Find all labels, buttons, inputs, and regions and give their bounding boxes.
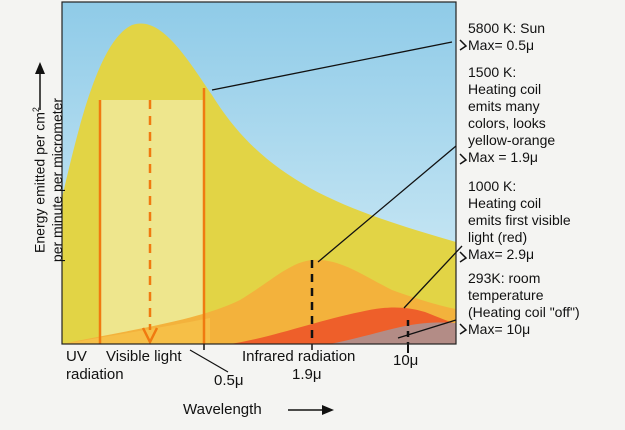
- infrared-radiation-label: Infrared radiation: [242, 348, 356, 365]
- plot-frame: [61, 1, 457, 345]
- tick-label-19: 1.9μ: [292, 366, 322, 383]
- annotation-293k: 293K: room temperature (Heating coil "of…: [468, 270, 623, 338]
- bracket-1500k: [459, 153, 468, 165]
- x-axis-arrowhead: [322, 405, 334, 415]
- annotation-1500k: 1500 K: Heating coil emits many colors, …: [468, 64, 618, 166]
- curve-293k: [330, 322, 456, 344]
- bracket-sun: [459, 39, 468, 51]
- annotation-1000k-max: Max= 2.9μ: [468, 246, 535, 262]
- curve-1500k-visible-overlap: [62, 318, 210, 344]
- y-axis-arrowhead: [35, 62, 45, 74]
- leader-05: [189, 349, 229, 373]
- annotation-5800k: 5800 K: Sun Max= 0.5μ: [468, 20, 618, 54]
- leader-sun: [211, 41, 453, 91]
- x-axis-label: Wavelength: [183, 401, 262, 418]
- annotation-293k-max: Max= 10μ: [468, 321, 531, 337]
- bracket-1000k: [459, 251, 468, 263]
- annotation-1500k-title: 1500 K: Heating coil emits many colors, …: [468, 64, 556, 148]
- visible-light-label: Visible light: [106, 348, 182, 365]
- bracket-293k: [459, 323, 468, 335]
- tick-label-05: 0.5μ: [214, 372, 244, 389]
- annotation-5800k-title: 5800 K: Sun: [468, 20, 546, 36]
- leader-293k: [397, 319, 457, 339]
- annotation-293k-title: 293K: room temperature (Heating coil "of…: [468, 270, 580, 320]
- tick-label-10: 10μ: [393, 352, 419, 369]
- y-axis-label: Energy emitted per cm2 per minute per mi…: [31, 97, 65, 263]
- annotation-5800k-max: Max= 0.5μ: [468, 37, 535, 53]
- visible-light-band: [100, 100, 204, 344]
- annotation-1500k-max: Max = 1.9μ: [468, 149, 538, 165]
- peak-sun-arrowhead: [141, 327, 159, 345]
- annotation-1000k: 1000 K: Heating coil emits first visible…: [468, 178, 618, 263]
- leader-1500k: [317, 145, 457, 263]
- uv-radiation-label: UV radiation: [66, 348, 124, 383]
- leader-1000k: [403, 245, 463, 309]
- annotation-1000k-title: 1000 K: Heating coil emits first visible…: [468, 178, 571, 245]
